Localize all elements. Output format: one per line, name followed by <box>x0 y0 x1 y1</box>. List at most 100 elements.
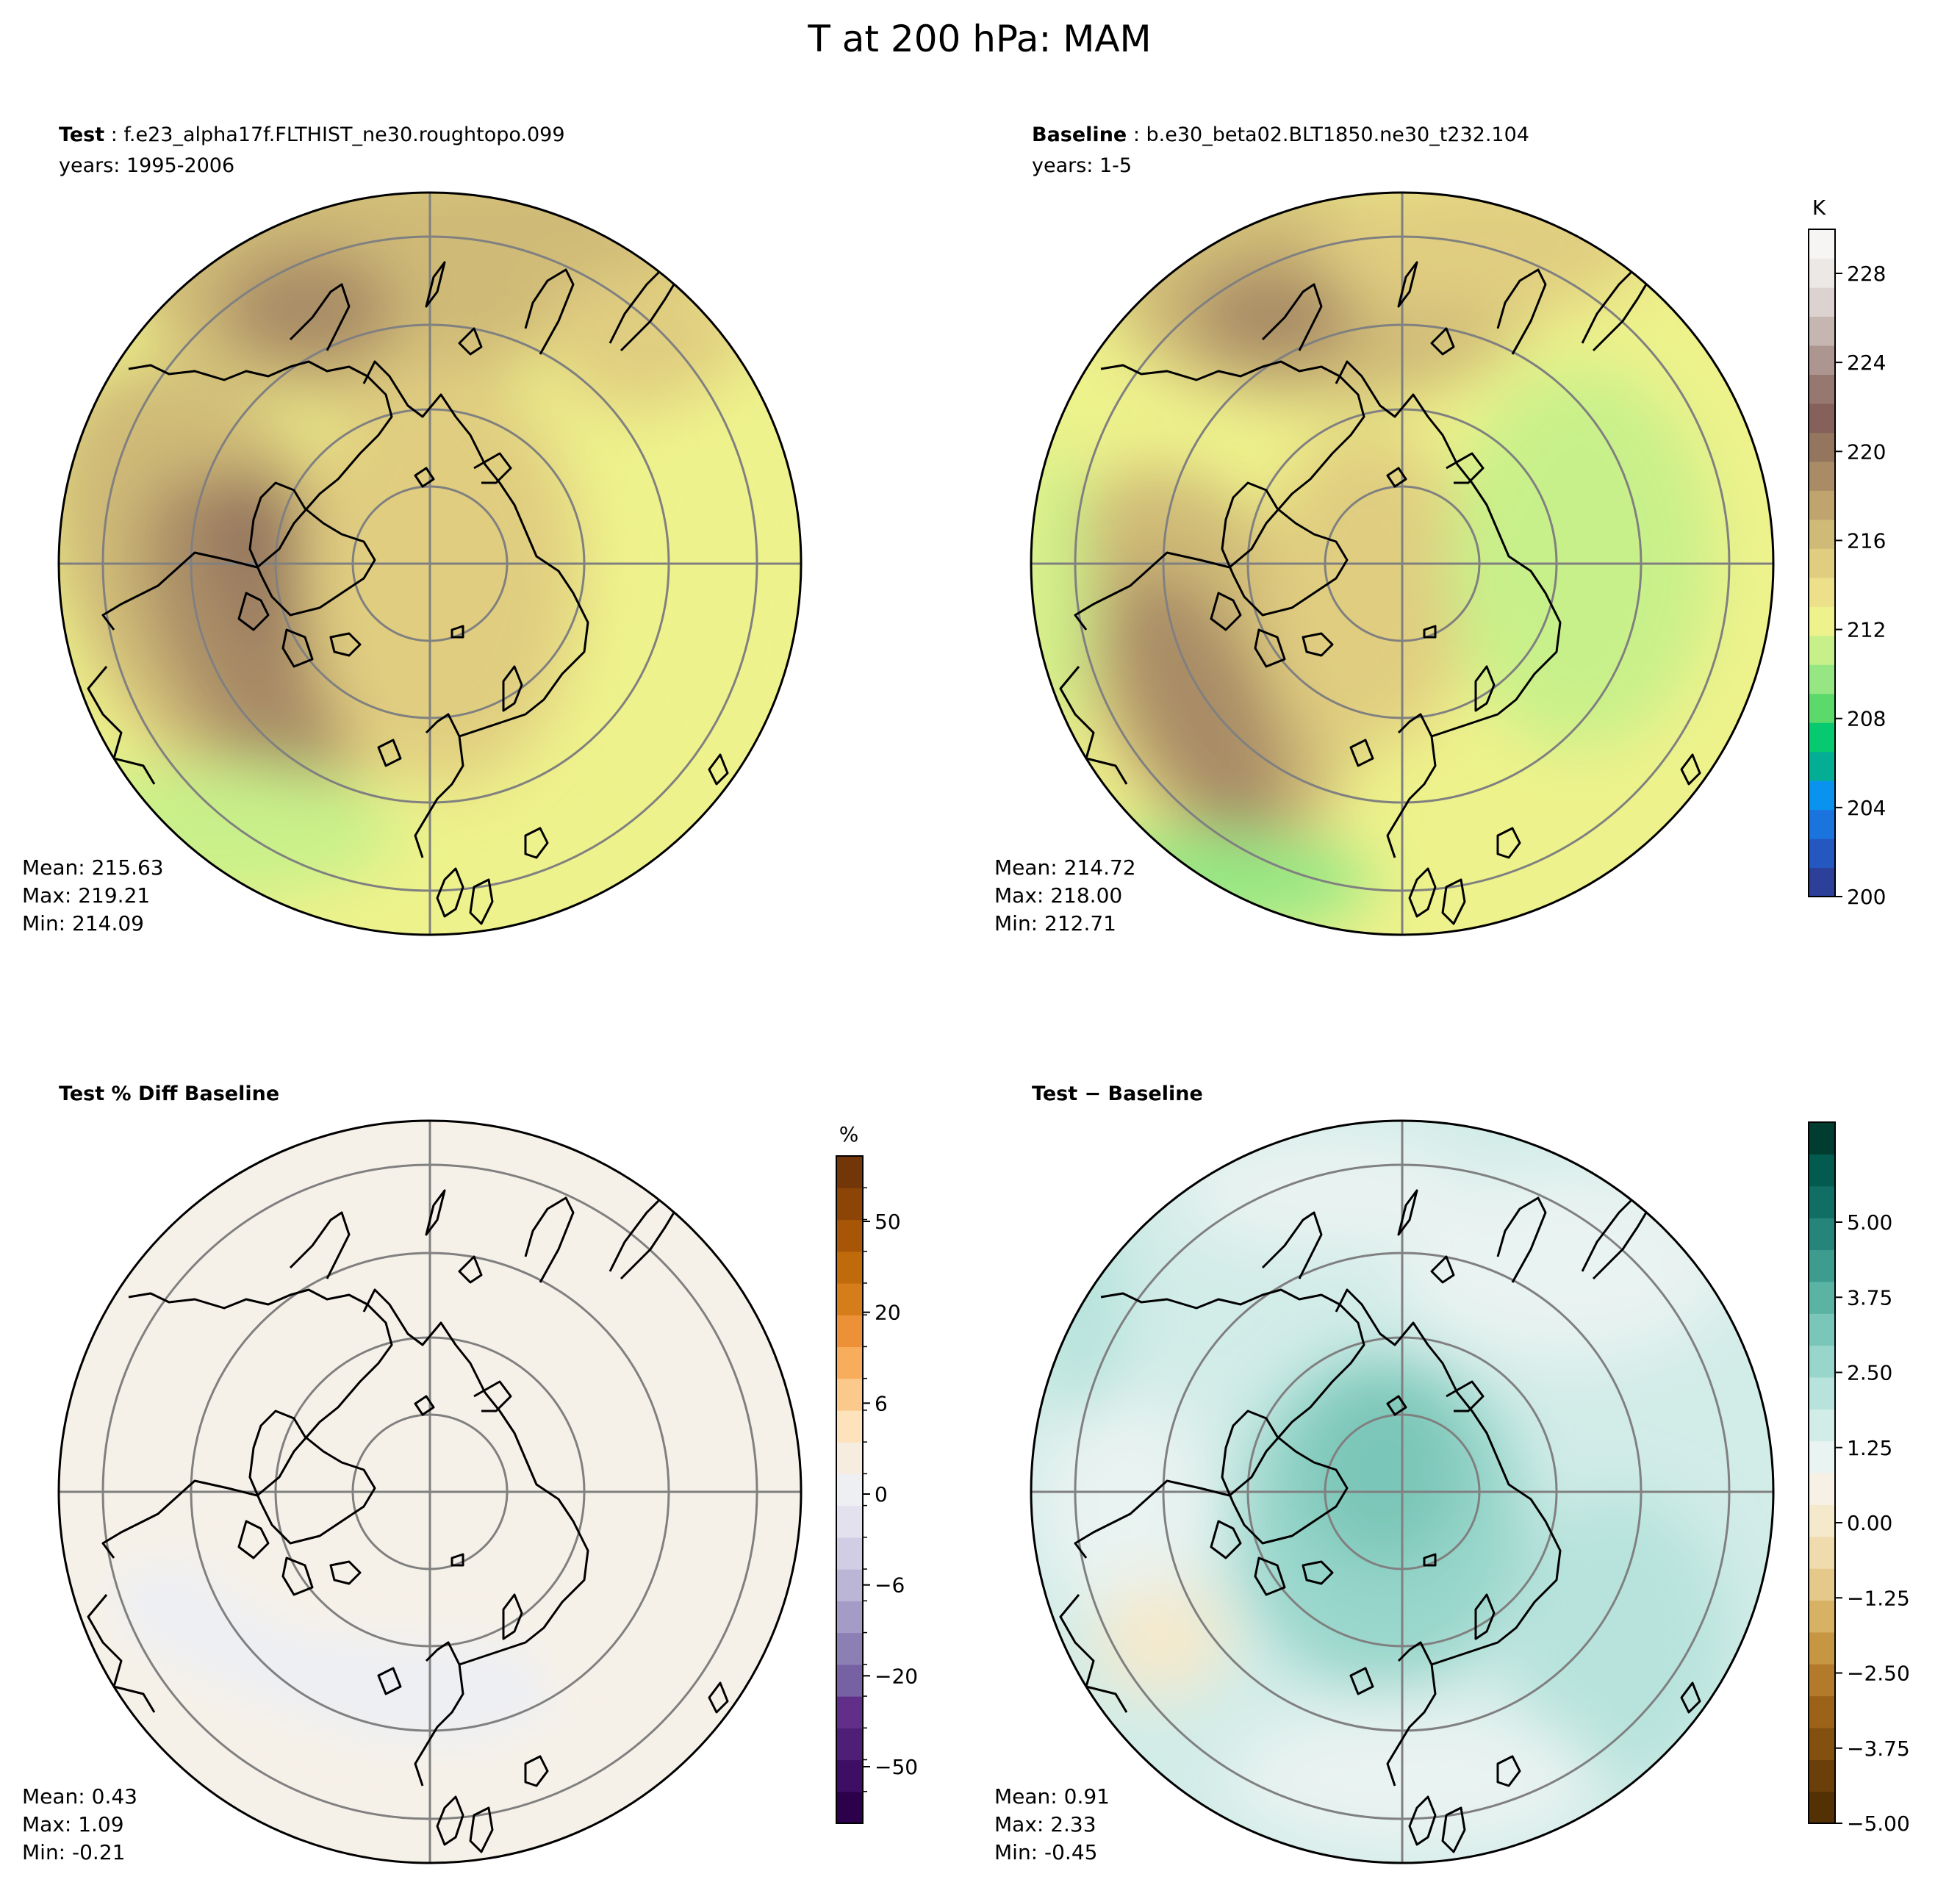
colorbar-diff-frame <box>1808 1121 1836 1824</box>
colorbar-diff-swatch <box>1809 1727 1835 1760</box>
colorbar-diff-swatch <box>1809 1440 1835 1473</box>
colorbar-temperature-tick-label: 216 <box>1847 528 1886 553</box>
colorbar-temperature-swatch <box>1809 316 1835 346</box>
map-diff-border <box>1030 1119 1775 1864</box>
colorbar-percent-swatch <box>836 1696 863 1728</box>
colorbar-diff-swatch <box>1809 1695 1835 1728</box>
colorbar-diff-swatch <box>1809 1185 1835 1218</box>
panel-test-years: years: 1995-2006 <box>59 154 234 177</box>
colorbar-temperature-unit: K <box>1812 195 1826 220</box>
map-test-border <box>57 191 803 936</box>
colorbar-diff-tick-label: 2.50 <box>1847 1361 1892 1385</box>
colorbar-percent-tick-label: −6 <box>875 1573 905 1598</box>
colorbar-percent-swatch <box>836 1346 863 1379</box>
panel-test-min: Min: 214.09 <box>22 911 144 936</box>
colorbar-temperature-tick-label: 200 <box>1847 885 1886 909</box>
figure-title: T at 200 hPa: MAM <box>807 18 1151 60</box>
panel-baseline-max: Max: 218.00 <box>994 883 1122 908</box>
panel-test-mean: Mean: 215.63 <box>22 855 164 880</box>
colorbar-diff-tick-label: −5.00 <box>1847 1812 1910 1836</box>
panel-diff-label: Test − Baseline <box>1032 1082 1203 1105</box>
colorbar-percent: % 50 20 6 0 −6 −20 −50 <box>836 1122 918 1824</box>
map-pct-diff-border <box>57 1119 803 1864</box>
colorbar-temperature-swatch <box>1809 229 1835 259</box>
colorbar-diff-swatch <box>1809 1154 1835 1187</box>
colorbar-diff-tick-label: 0.00 <box>1847 1511 1892 1535</box>
colorbar-diff-swatch <box>1809 1759 1835 1792</box>
colorbar-temperature-swatch <box>1809 287 1835 317</box>
colorbar-diff-swatch <box>1809 1791 1835 1824</box>
colorbar-temperature-swatch <box>1809 258 1835 288</box>
colorbar-diff-swatch <box>1809 1218 1835 1251</box>
panel-pct-diff-mean: Mean: 0.43 <box>22 1784 137 1809</box>
panel-pct-diff-max: Max: 1.09 <box>22 1812 124 1836</box>
colorbar-percent-swatch <box>836 1728 863 1761</box>
colorbar-temperature: K 228 224 220 216 212 208 204 200 <box>1808 195 1886 909</box>
colorbar-percent-swatch <box>836 1219 863 1252</box>
panel-test-header: Test : f.e23_alpha17f.FLTHIST_ne30.rough… <box>59 123 565 146</box>
colorbar-diff-swatch <box>1809 1313 1835 1346</box>
colorbar-percent-unit: % <box>839 1122 859 1146</box>
colorbar-temperature-ticks: 228 224 220 216 212 208 204 200 <box>1835 262 1886 909</box>
colorbar-temperature-swatch <box>1809 548 1835 578</box>
panel-pct-diff: Test % Diff Baseline Mean: 0.43 Max: 1.0… <box>22 1082 803 1864</box>
map-diff <box>1031 1121 1773 1863</box>
panel-baseline-mean: Mean: 214.72 <box>994 855 1136 880</box>
colorbar-temperature-swatch <box>1809 606 1835 636</box>
colorbar-temperature-swatch <box>1809 722 1835 753</box>
panel-diff: Test − Baseline Mean: 0.91 Max: 2.33 Min… <box>994 1082 1775 1864</box>
colorbar-percent-ticks: 50 20 6 0 −6 −20 −50 <box>863 1187 918 1792</box>
colorbar-diff-ticks: 5.00 3.75 2.50 1.25 0.00 −1.25 −2.50 −3.75 −5.00 <box>1835 1210 1910 1836</box>
colorbar-diff-swatch <box>1809 1376 1835 1410</box>
colorbar-diff: K 5.003.752.501.250.00−1.25−2.50−3.75−5.… <box>1808 1121 1910 1836</box>
colorbar-diff-swatch <box>1809 1409 1835 1442</box>
colorbar-percent-swatch <box>836 1251 863 1284</box>
colorbar-diff-swatch <box>1809 1568 1835 1601</box>
colorbar-percent-swatches <box>836 1156 863 1824</box>
colorbar-percent-swatch <box>836 1188 863 1221</box>
panel-test-label: Test <box>59 123 104 146</box>
colorbar-diff-swatch <box>1809 1122 1835 1155</box>
colorbar-percent-swatch <box>836 1315 863 1348</box>
colorbar-diff-swatches <box>1809 1122 1835 1824</box>
colorbar-percent-swatch <box>836 1442 863 1474</box>
map-baseline <box>1031 193 1773 935</box>
colorbar-temperature-tick-label: 208 <box>1847 707 1886 731</box>
colorbar-temperature-swatch <box>1809 809 1835 839</box>
colorbar-percent-swatch <box>836 1569 863 1601</box>
colorbar-diff-swatch <box>1809 1536 1835 1569</box>
colorbar-percent-swatch <box>836 1156 863 1188</box>
colorbar-temperature-tick-label: 224 <box>1847 351 1886 375</box>
colorbar-percent-tick-label: 20 <box>875 1301 901 1325</box>
panel-test: Test : f.e23_alpha17f.FLTHIST_ne30.rough… <box>22 123 803 936</box>
map-baseline-border <box>1030 191 1775 936</box>
colorbar-diff-swatch <box>1809 1631 1835 1665</box>
colorbar-diff-tick-label: 1.25 <box>1847 1436 1892 1460</box>
colorbar-percent-swatch <box>836 1378 863 1411</box>
colorbar-percent-swatch <box>836 1791 863 1824</box>
colorbar-percent-tick-label: 50 <box>875 1210 901 1234</box>
colorbar-temperature-swatch <box>1809 432 1835 462</box>
panel-test-case: f.e23_alpha17f.FLTHIST_ne30.roughtopo.09… <box>123 123 564 146</box>
colorbar-temperature-tick-label: 220 <box>1847 439 1886 464</box>
colorbar-temperature-swatches <box>1809 229 1835 897</box>
colorbar-temperature-tick-label: 204 <box>1847 796 1886 820</box>
colorbar-percent-swatch <box>836 1282 863 1315</box>
colorbar-percent-swatch <box>836 1537 863 1570</box>
panel-test-sep: : <box>104 123 123 146</box>
colorbar-temperature-swatch <box>1809 490 1835 520</box>
colorbar-percent-tick-label: −20 <box>875 1664 918 1688</box>
colorbar-temperature-frame <box>1808 229 1836 897</box>
panel-baseline: Baseline : b.e30_beta02.BLT1850.ne30_t23… <box>994 123 1775 936</box>
panel-baseline-years: years: 1-5 <box>1032 154 1132 177</box>
colorbar-temperature-swatch <box>1809 519 1835 549</box>
panel-baseline-min: Min: 212.71 <box>994 911 1116 936</box>
colorbar-diff-tick-label: −3.75 <box>1847 1737 1910 1761</box>
colorbar-percent-swatch <box>836 1759 863 1792</box>
colorbar-percent-swatch <box>836 1473 863 1507</box>
map-test <box>59 193 801 935</box>
colorbar-diff-tick-label: −2.50 <box>1847 1662 1910 1686</box>
panel-test-max: Max: 219.21 <box>22 883 150 908</box>
panel-baseline-label: Baseline <box>1032 123 1127 146</box>
